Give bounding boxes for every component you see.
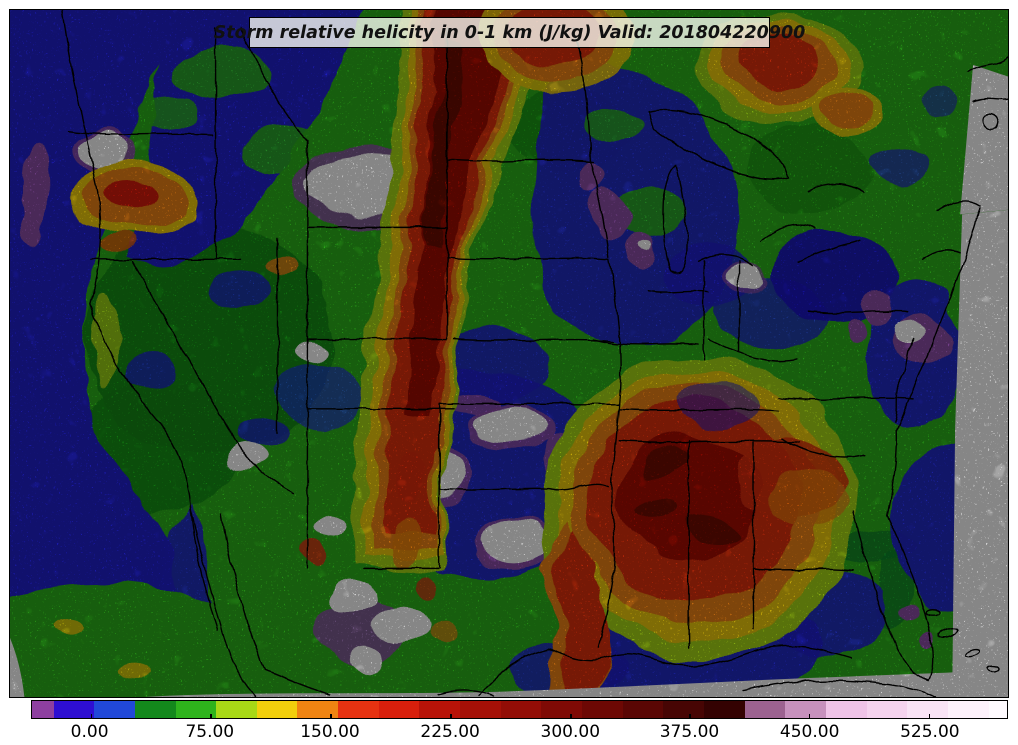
colorbar-segment: [988, 701, 1007, 718]
colorbar-tick: [689, 714, 691, 719]
colorbar-segment: [256, 701, 298, 718]
colorbar-tick-label: 300.00: [540, 722, 601, 742]
colorbar-segment: [582, 701, 623, 718]
colorbar-segment: [663, 701, 705, 718]
colorbar-segment: [134, 701, 176, 718]
colorbar-tick-label: 525.00: [900, 722, 960, 742]
colorbar-segment: [378, 701, 420, 718]
colorbar-segment: [32, 701, 54, 718]
map-frame: [9, 9, 1009, 698]
colorbar-segment: [338, 701, 379, 718]
colorbar-tick: [210, 714, 212, 719]
colorbar-tick: [809, 714, 811, 719]
colorbar-tick: [90, 714, 92, 719]
colorbar-segment: [419, 701, 461, 718]
colorbar-tick: [570, 714, 572, 719]
map-title-box: Storm relative helicity in 0-1 km (J/kg)…: [214, 17, 805, 48]
colorbar-segment: [541, 701, 583, 718]
colorbar-segment: [744, 701, 786, 718]
colorbar-tick-label: 75.00: [185, 722, 235, 742]
colorbar-segment: [622, 701, 664, 718]
colorbar-tick: [929, 714, 931, 719]
colorbar-tick-labels: 0.00 75.00 150.00 225.00 300.00 375.00 450.00 5…: [31, 722, 1008, 742]
colorbar-segment: [216, 701, 257, 718]
colorbar-segment: [907, 701, 948, 718]
colorbar-tick-label: 450.00: [779, 722, 840, 742]
colorbar-segment: [866, 701, 908, 718]
colorbar-segment: [947, 701, 989, 718]
colorbar-tick: [330, 714, 332, 719]
colorbar-segment: [297, 701, 339, 718]
colorbar-segment: [460, 701, 501, 718]
colorbar-tick-label: 225.00: [420, 722, 480, 742]
colorbar-segment: [785, 701, 827, 718]
colorbar-segment: [94, 701, 135, 718]
colorbar-segment: [175, 701, 217, 718]
speckle-texture: [10, 10, 1008, 697]
colorbar-tick-label: 150.00: [300, 722, 360, 742]
colorbar-segment: [53, 701, 95, 718]
helicity-map-graphic: [10, 10, 1008, 697]
colorbar-tick-label: 0.00: [70, 722, 109, 742]
colorbar-segment: [500, 701, 542, 718]
colorbar-segment: [704, 701, 745, 718]
colorbar: [31, 700, 1008, 719]
colorbar-tick-label: 375.00: [659, 722, 720, 742]
map-title: Storm relative helicity in 0-1 km (J/kg)…: [213, 22, 806, 43]
colorbar-segment: [826, 701, 867, 718]
colorbar-tick: [450, 714, 452, 719]
